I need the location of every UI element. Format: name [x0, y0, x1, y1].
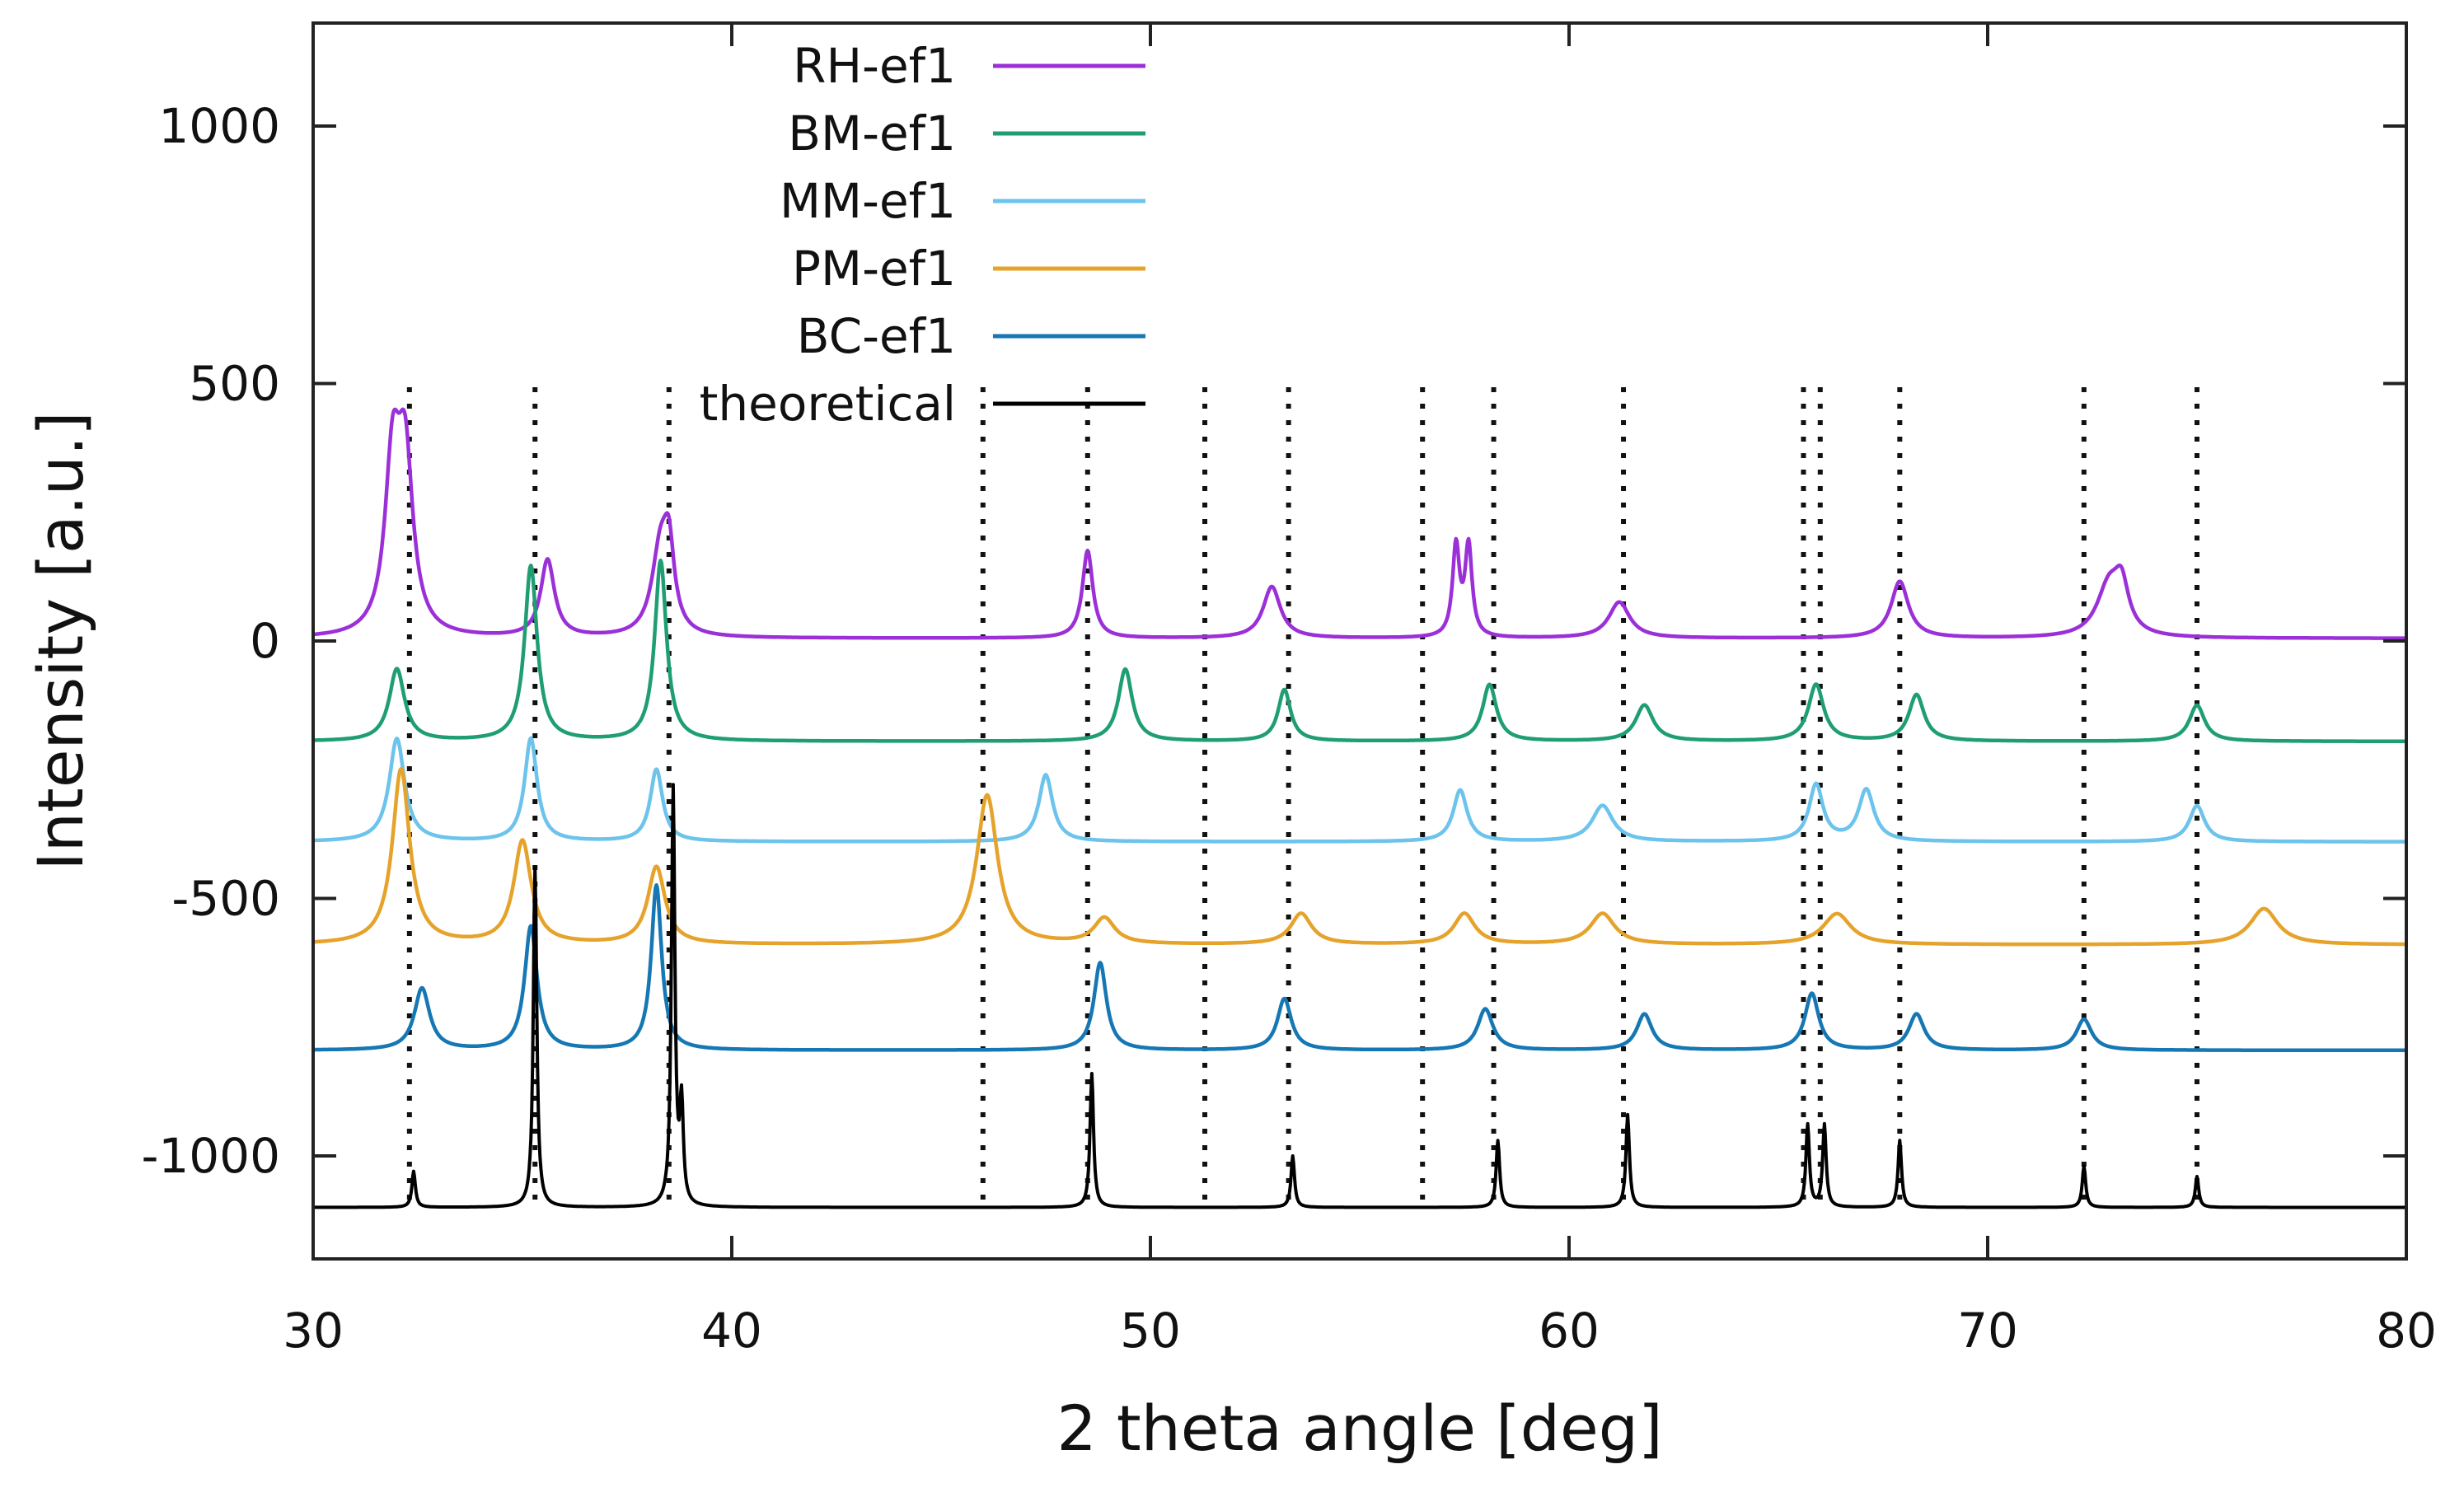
y-tick-label-0: 0 — [250, 613, 280, 669]
legend-label-mm-ef1: MM-ef1 — [780, 173, 956, 229]
series-line-mm-ef1 — [312, 736, 2408, 844]
legend-label-rh-ef1: RH-ef1 — [793, 38, 956, 94]
x-tick-label-80: 80 — [2376, 1303, 2437, 1359]
series-line-bc-ef1 — [312, 882, 2408, 1053]
y-axis: -1000 -500 0 500 1000 — [141, 98, 2406, 1184]
series-line-theoretical — [312, 783, 2407, 1209]
series-lines — [312, 407, 2408, 1209]
x-axis-title: 2 theta angle [deg] — [1056, 1392, 1662, 1465]
y-tick-label--1000: -1000 — [141, 1128, 280, 1184]
y-tick-label--500: -500 — [171, 871, 280, 927]
y-tick-label-500: 500 — [189, 356, 280, 412]
x-axis: 30 40 50 60 70 80 — [283, 23, 2437, 1359]
plot-area-frame — [312, 21, 2408, 1261]
series-line-pm-ef1 — [312, 766, 2408, 947]
x-tick-label-60: 60 — [1539, 1303, 1600, 1359]
x-tick-label-70: 70 — [1957, 1303, 2018, 1359]
y-tick-label-1000: 1000 — [158, 98, 280, 154]
legend-label-theoretical: theoretical — [700, 376, 956, 432]
x-tick-label-40: 40 — [701, 1303, 762, 1359]
x-tick-label-50: 50 — [1120, 1303, 1181, 1359]
series-line-rh-ef1 — [312, 407, 2408, 640]
series-line-bm-ef1 — [312, 558, 2408, 743]
legend-label-bm-ef1: BM-ef1 — [788, 105, 956, 161]
x-tick-label-30: 30 — [283, 1303, 344, 1359]
y-axis-title: Intensity [a.u.] — [24, 411, 97, 870]
legend-label-pm-ef1: PM-ef1 — [792, 241, 956, 297]
legend-label-bc-ef1: BC-ef1 — [797, 308, 956, 364]
legend: RH-ef1 BM-ef1 MM-ef1 PM-ef1 BC-ef1 theoretica… — [700, 38, 1145, 432]
